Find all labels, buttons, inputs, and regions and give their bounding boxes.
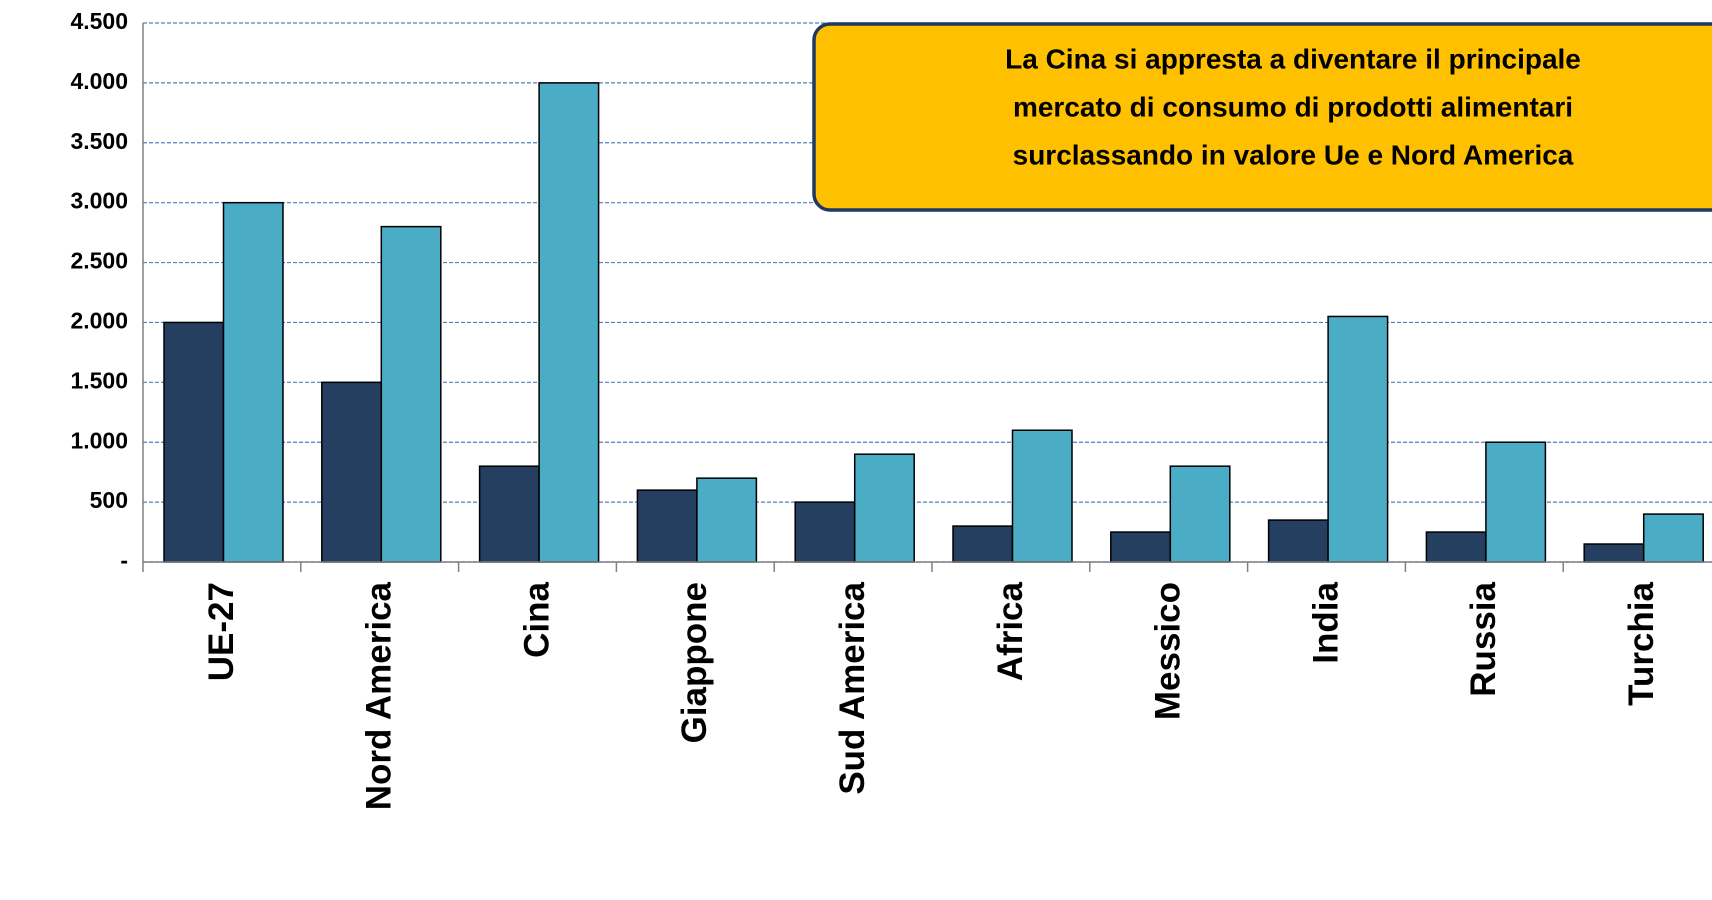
x-tick-label: Giappone xyxy=(675,582,714,743)
annotation: La Cina si appresta a diventare il princ… xyxy=(812,22,1712,212)
bar xyxy=(321,381,383,563)
bar xyxy=(1169,465,1231,563)
y-tick-label: 3.000 xyxy=(70,188,128,214)
x-tick-label: Cina xyxy=(517,581,556,657)
x-tick-label: Nord America xyxy=(360,581,399,810)
bar xyxy=(1485,441,1547,563)
bar xyxy=(952,525,1014,563)
x-tick-label: Sud America xyxy=(833,581,872,794)
x-tick-label: Turchia xyxy=(1622,581,1661,705)
bar xyxy=(794,501,856,563)
bar xyxy=(1327,315,1389,563)
y-tick-label: - xyxy=(120,547,128,573)
y-tick-label: 2.500 xyxy=(70,248,128,274)
bar xyxy=(380,225,442,563)
y-tick-label: 500 xyxy=(90,487,128,513)
x-tick-label: Africa xyxy=(991,581,1030,681)
y-tick-label: 3.500 xyxy=(70,128,128,154)
x-tick-label: India xyxy=(1306,581,1345,663)
x-tick-label: Russia xyxy=(1464,581,1503,696)
bar xyxy=(1267,519,1329,563)
annotation-box xyxy=(812,22,1712,212)
bar xyxy=(538,82,600,563)
annotation-text: La Cina si appresta a diventare il princ… xyxy=(1005,43,1581,74)
bar xyxy=(478,465,540,563)
y-tick-label: 4.500 xyxy=(70,8,128,34)
bar xyxy=(1425,531,1487,563)
x-tick-label: Messico xyxy=(1149,582,1188,720)
bar xyxy=(1583,543,1645,563)
bar xyxy=(222,201,284,563)
y-tick-label: 1.000 xyxy=(70,427,128,453)
bar xyxy=(163,321,225,563)
bar xyxy=(1011,429,1073,563)
bar xyxy=(636,489,698,563)
y-tick-label: 2.000 xyxy=(70,308,128,334)
bar xyxy=(853,453,915,563)
annotation-text: surclassando in valore Ue e Nord America xyxy=(1013,139,1574,170)
bar xyxy=(696,477,758,563)
y-tick-label: 4.000 xyxy=(70,68,128,94)
bar xyxy=(1642,513,1704,563)
x-tick-label: UE-27 xyxy=(202,582,241,681)
y-tick-label: 1.500 xyxy=(70,367,128,393)
annotation-text: mercato di consumo di prodotti alimentar… xyxy=(1013,91,1573,122)
bar xyxy=(1110,531,1172,563)
